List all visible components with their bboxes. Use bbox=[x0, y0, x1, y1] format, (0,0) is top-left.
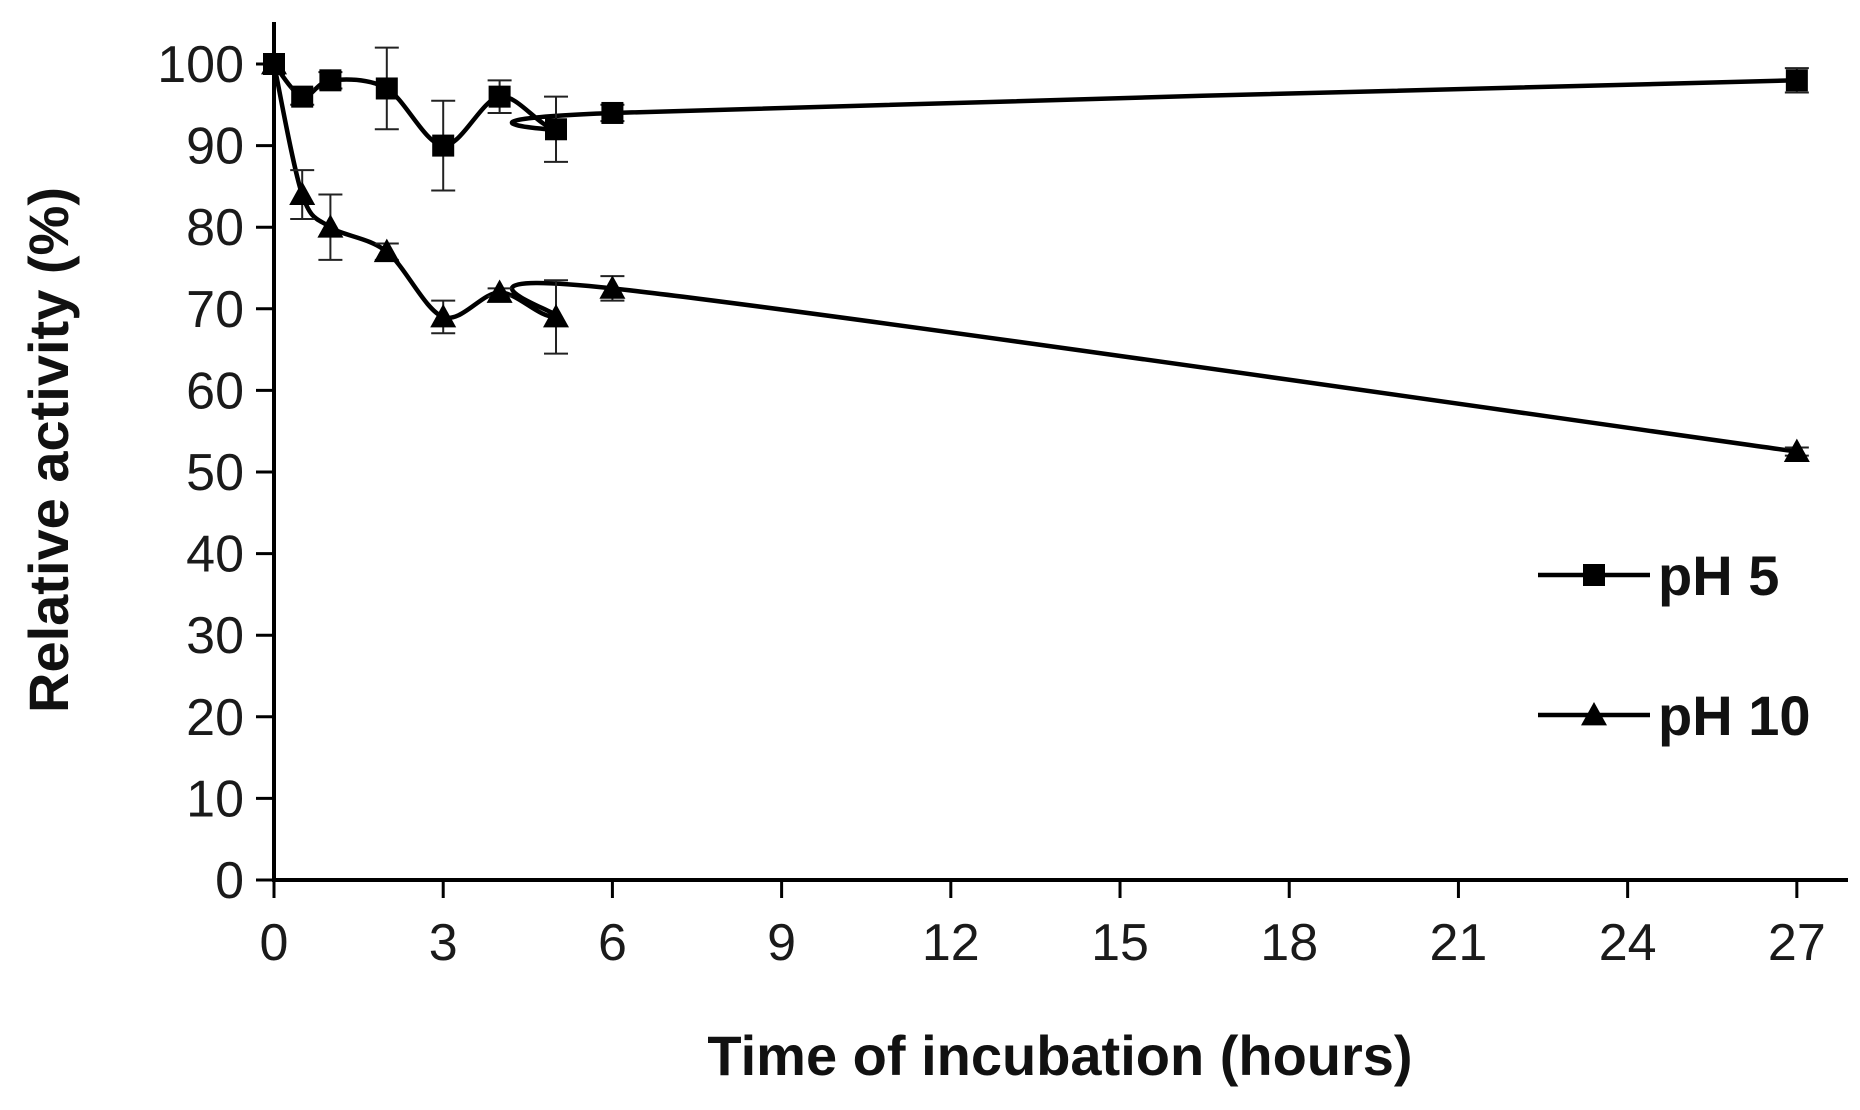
data-point-ph-10 bbox=[430, 303, 457, 328]
y-tick-label: 50 bbox=[186, 444, 244, 502]
data-point-ph-5 bbox=[545, 118, 568, 141]
data-point-ph-5 bbox=[319, 69, 342, 92]
series-ph-5 bbox=[263, 46, 1809, 192]
data-point-ph-10 bbox=[373, 238, 400, 263]
x-tick-label: 6 bbox=[598, 914, 627, 972]
data-point-ph-5 bbox=[432, 134, 455, 157]
x-tick-label: 12 bbox=[922, 914, 980, 972]
data-point-ph-5 bbox=[291, 85, 314, 108]
ticks-layer: 0 10 20 30 40 50 60 70 80 90 100 0 3 6 9 12 15 18 21 24 27 bbox=[157, 36, 1826, 972]
y-tick-label: 70 bbox=[186, 281, 244, 339]
data-point-ph-10 bbox=[599, 275, 626, 299]
x-tick-label: 18 bbox=[1260, 914, 1318, 972]
x-tick-label: 0 bbox=[260, 914, 289, 972]
data-point-ph-10 bbox=[289, 181, 316, 205]
series-layer bbox=[261, 46, 1810, 462]
x-tick-label: 27 bbox=[1768, 914, 1826, 972]
legend-label-ph-5: pH 5 bbox=[1658, 544, 1779, 607]
y-tick-label: 0 bbox=[215, 852, 244, 910]
legend-marker-ph-5 bbox=[1583, 564, 1605, 586]
x-tick-label: 3 bbox=[429, 914, 458, 972]
y-tick-label: 80 bbox=[186, 199, 244, 257]
data-point-ph-10 bbox=[486, 279, 513, 303]
legend-item-ph-10: pH 10 bbox=[1538, 684, 1811, 747]
data-point-ph-10 bbox=[1783, 438, 1810, 462]
legend-marker-ph-10 bbox=[1581, 702, 1607, 726]
data-point-ph-10 bbox=[543, 303, 570, 328]
y-tick-label: 40 bbox=[186, 526, 244, 584]
y-tick-label: 20 bbox=[186, 689, 244, 747]
legend: pH 5 pH 10 bbox=[1538, 544, 1811, 747]
legend-label-ph-10: pH 10 bbox=[1658, 684, 1811, 747]
x-tick-label: 24 bbox=[1599, 914, 1657, 972]
x-axis-title: Time of incubation (hours) bbox=[707, 1024, 1412, 1087]
y-tick-label: 90 bbox=[186, 118, 244, 176]
x-tick-label: 9 bbox=[767, 914, 796, 972]
y-tick-label: 100 bbox=[157, 36, 244, 94]
series-ph-10 bbox=[261, 51, 1810, 462]
series-line-ph-10 bbox=[271, 63, 1798, 454]
axes-layer bbox=[272, 22, 1848, 882]
legend-item-ph-5: pH 5 bbox=[1538, 544, 1779, 607]
x-tick-label: 15 bbox=[1091, 914, 1149, 972]
y-tick-label: 60 bbox=[186, 362, 244, 420]
data-point-ph-10 bbox=[261, 51, 287, 75]
data-point-ph-5 bbox=[601, 101, 624, 124]
data-point-ph-5 bbox=[1785, 69, 1808, 92]
y-tick-label: 10 bbox=[186, 770, 244, 828]
y-tick-label: 30 bbox=[186, 607, 244, 665]
y-axis-title: Relative activity (%) bbox=[17, 187, 80, 713]
data-point-ph-5 bbox=[375, 77, 398, 100]
x-tick-label: 21 bbox=[1430, 914, 1488, 972]
data-point-ph-10 bbox=[317, 214, 344, 238]
data-point-ph-5 bbox=[488, 85, 511, 108]
